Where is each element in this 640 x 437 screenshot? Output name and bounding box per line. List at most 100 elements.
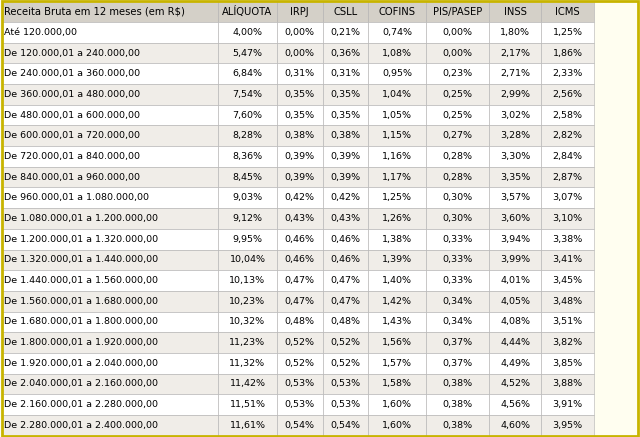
Text: 0,52%: 0,52%	[330, 338, 360, 347]
Bar	[489, 146, 541, 167]
Bar	[369, 208, 426, 229]
Text: 9,12%: 9,12%	[232, 214, 262, 223]
Text: 2,99%: 2,99%	[500, 90, 531, 99]
Bar	[426, 146, 489, 167]
Bar	[218, 332, 276, 353]
Text: De 1.440.000,01 a 1.560.000,00: De 1.440.000,01 a 1.560.000,00	[4, 276, 158, 285]
Text: 0,38%: 0,38%	[442, 421, 472, 430]
Bar	[218, 43, 276, 63]
Text: 1,60%: 1,60%	[382, 400, 412, 409]
Text: 3,07%: 3,07%	[552, 193, 582, 202]
Text: De 360.000,01 a 480.000,00: De 360.000,01 a 480.000,00	[4, 90, 140, 99]
Text: De 1.920.000,01 a 2.040.000,00: De 1.920.000,01 a 2.040.000,00	[4, 359, 158, 368]
Bar	[369, 1, 426, 22]
Text: 0,00%: 0,00%	[285, 49, 315, 58]
Bar	[2, 208, 218, 229]
Text: 0,28%: 0,28%	[442, 173, 472, 182]
Bar	[276, 229, 323, 250]
Text: 3,82%: 3,82%	[552, 338, 582, 347]
Text: 2,82%: 2,82%	[552, 131, 582, 140]
Bar	[218, 187, 276, 208]
Text: 1,08%: 1,08%	[382, 49, 412, 58]
Text: 8,45%: 8,45%	[232, 173, 262, 182]
Text: 2,56%: 2,56%	[552, 90, 582, 99]
Bar	[276, 187, 323, 208]
Bar	[426, 208, 489, 229]
Text: 2,71%: 2,71%	[500, 69, 531, 78]
Text: 1,57%: 1,57%	[382, 359, 412, 368]
Bar	[2, 312, 218, 332]
Bar	[218, 63, 276, 84]
Text: 4,60%: 4,60%	[500, 421, 531, 430]
Bar	[489, 229, 541, 250]
Bar	[218, 353, 276, 374]
Bar	[541, 187, 593, 208]
Text: De 480.000,01 a 600.000,00: De 480.000,01 a 600.000,00	[4, 111, 140, 120]
Bar	[276, 63, 323, 84]
Text: Receita Bruta em 12 meses (em R$): Receita Bruta em 12 meses (em R$)	[4, 7, 185, 17]
Text: 3,99%: 3,99%	[500, 255, 531, 264]
Bar	[426, 374, 489, 394]
Bar	[323, 312, 369, 332]
Bar	[276, 105, 323, 125]
Bar	[426, 1, 489, 22]
Bar	[426, 415, 489, 436]
Bar	[218, 250, 276, 270]
Text: 3,60%: 3,60%	[500, 214, 531, 223]
Bar	[2, 105, 218, 125]
Text: 0,21%: 0,21%	[330, 28, 360, 37]
Text: 1,25%: 1,25%	[552, 28, 582, 37]
Bar	[426, 125, 489, 146]
Bar	[323, 250, 369, 270]
Bar	[323, 394, 369, 415]
Bar	[541, 146, 593, 167]
Bar	[218, 84, 276, 105]
Text: 0,37%: 0,37%	[442, 359, 472, 368]
Bar	[218, 125, 276, 146]
Text: 0,46%: 0,46%	[285, 255, 315, 264]
Bar	[2, 63, 218, 84]
Bar	[323, 63, 369, 84]
Bar	[369, 167, 426, 187]
Bar	[218, 208, 276, 229]
Bar	[489, 415, 541, 436]
Bar	[426, 332, 489, 353]
Text: 1,26%: 1,26%	[382, 214, 412, 223]
Text: 11,23%: 11,23%	[229, 338, 266, 347]
Bar	[218, 291, 276, 312]
Text: 8,28%: 8,28%	[232, 131, 262, 140]
Bar	[323, 229, 369, 250]
Text: 4,01%: 4,01%	[500, 276, 531, 285]
Bar	[276, 353, 323, 374]
Text: 0,35%: 0,35%	[285, 111, 315, 120]
Bar	[426, 353, 489, 374]
Bar	[323, 208, 369, 229]
Text: De 960.000,01 a 1.080.000,00: De 960.000,01 a 1.080.000,00	[4, 193, 149, 202]
Text: 0,39%: 0,39%	[330, 152, 360, 161]
Bar	[276, 394, 323, 415]
Bar	[218, 270, 276, 291]
Bar	[2, 22, 218, 43]
Bar	[323, 1, 369, 22]
Text: 0,38%: 0,38%	[285, 131, 315, 140]
Bar	[276, 312, 323, 332]
Bar	[323, 125, 369, 146]
Text: De 1.320.000,01 a 1.440.000,00: De 1.320.000,01 a 1.440.000,00	[4, 255, 158, 264]
Text: 11,42%: 11,42%	[230, 379, 266, 388]
Text: 1,40%: 1,40%	[382, 276, 412, 285]
Text: 0,46%: 0,46%	[330, 255, 360, 264]
Bar	[426, 187, 489, 208]
Text: 3,28%: 3,28%	[500, 131, 531, 140]
Text: 7,54%: 7,54%	[232, 90, 262, 99]
Text: 2,17%: 2,17%	[500, 49, 531, 58]
Text: 3,38%: 3,38%	[552, 235, 582, 244]
Text: 1,58%: 1,58%	[382, 379, 412, 388]
Bar	[426, 291, 489, 312]
Bar	[426, 63, 489, 84]
Bar	[426, 312, 489, 332]
Text: 4,52%: 4,52%	[500, 379, 531, 388]
Text: 0,25%: 0,25%	[442, 90, 472, 99]
Text: 1,38%: 1,38%	[382, 235, 412, 244]
Bar	[541, 63, 593, 84]
Bar	[426, 394, 489, 415]
